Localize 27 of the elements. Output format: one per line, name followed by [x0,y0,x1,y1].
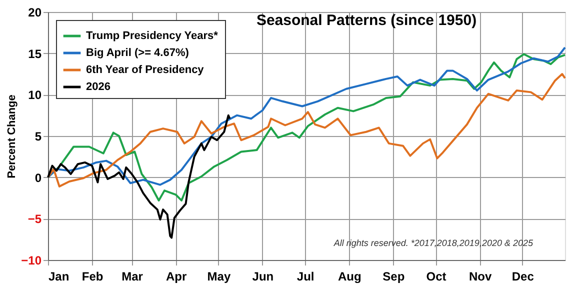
x-tick-label: Mar [122,270,144,284]
y-tick-label: 5 [34,130,42,144]
y-tick-label: −10 [21,254,42,268]
y-tick-label: 0 [34,170,42,185]
x-tick-label: Nov [468,270,492,284]
legend-label: Big April (>= 4.67%) [86,47,190,59]
x-tick-label: May [207,270,231,284]
x-tick-label: Aug [338,270,362,284]
x-tick-label: Jul [296,270,314,284]
chart-title: Seasonal Patterns (since 1950) [256,12,477,29]
annotation: All rights reserved. *2017,2018,2019,2020 & 2025 [332,238,534,248]
y-tick-label: 15 [28,46,42,61]
x-tick-label: Jun [252,270,274,284]
legend-label: 6th Year of Presidency [86,64,205,76]
x-tick-label: Sep [382,270,405,284]
x-tick-label: Feb [82,270,104,284]
legend-label: Trump Presidency Years* [86,30,219,42]
y-axis-title: Percent Change [6,94,18,178]
y-tick-label: 20 [28,6,42,20]
y-tick-label: 10 [28,88,42,102]
x-tick-label: Jan [48,270,70,284]
legend-label: 2026 [86,81,110,93]
x-tick-label: Oct [426,270,446,284]
x-tick-label: Apr [166,270,187,284]
y-tick-label: −5 [28,212,42,226]
x-tick-label: Dec [512,270,534,284]
line-series [47,114,231,239]
